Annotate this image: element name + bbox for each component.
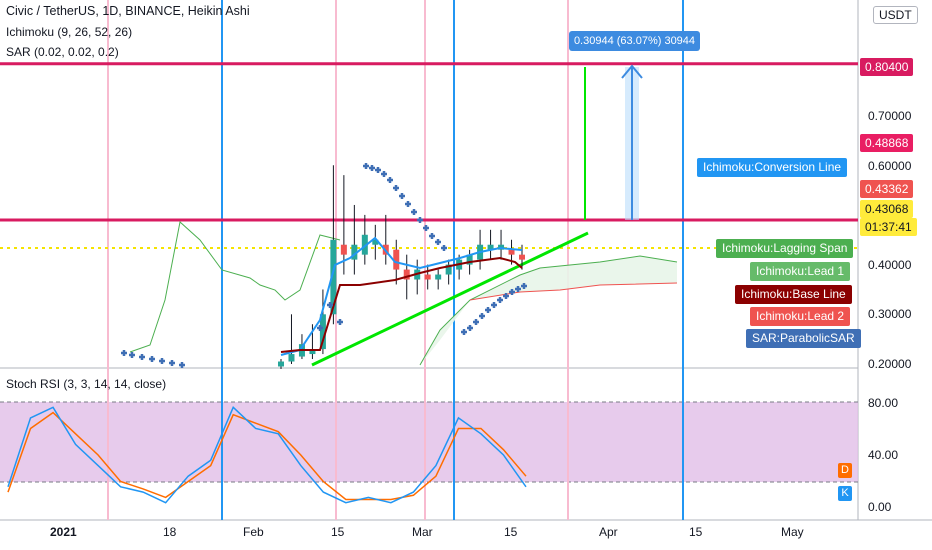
time-label: Feb	[243, 525, 264, 539]
candle-body	[330, 239, 337, 315]
label-conversion-line: Ichimoku:Conversion Line	[697, 158, 848, 177]
time-label: Mar	[412, 525, 433, 539]
ichimoku-base-line	[280, 256, 523, 353]
stoch-rsi-legend: Stoch RSI (3, 3, 14, 14, close)	[6, 377, 167, 391]
label-lead-1: Ichimoku:Lead 1	[750, 262, 851, 281]
time-label: 18	[163, 525, 177, 539]
candle-body	[309, 349, 316, 355]
price-tag-countdown: 01:37:41	[860, 218, 917, 236]
ichimoku-conversion-line	[280, 236, 523, 356]
candle-body	[393, 249, 400, 270]
candle-body	[435, 274, 442, 280]
price-tick: 0.70000	[868, 109, 912, 123]
price-tick: 0.20000	[868, 357, 912, 371]
time-label: May	[781, 525, 804, 539]
candle-body	[372, 239, 379, 245]
candle-body	[361, 234, 368, 255]
rsi-tick: 80.00	[868, 396, 899, 410]
rsi-tick: 0.00	[868, 500, 892, 514]
candle-body	[508, 249, 515, 255]
label-lead-2: Ichimoku:Lead 2	[750, 307, 851, 326]
price-tick: 0.40000	[868, 258, 912, 272]
k-line-tag: K	[838, 486, 852, 501]
time-label: Apr	[599, 525, 618, 539]
candle-body	[278, 361, 284, 367]
d-line-tag: D	[838, 463, 852, 478]
time-label: 15	[331, 525, 345, 539]
candle-body	[340, 244, 347, 255]
candle-body	[319, 314, 326, 350]
label-lagging-span: Ichimoku:Lagging Span	[716, 239, 854, 258]
time-label: 2021	[50, 525, 77, 539]
stoch-rsi-band	[0, 402, 858, 482]
ichimoku-lead-1-line	[419, 255, 678, 366]
time-label: 15	[504, 525, 518, 539]
ichimoku-lagging-span	[129, 221, 341, 353]
candle-body	[466, 254, 473, 265]
price-tick: 0.30000	[868, 307, 912, 321]
measure-label: 0.30944 (63.07%) 30944	[569, 31, 700, 51]
candle-body	[288, 354, 295, 362]
candle-body	[424, 274, 431, 280]
candle-body	[445, 264, 452, 275]
ichimoku-lead-2-line	[469, 282, 678, 301]
stoch-rsi-k-line	[7, 406, 527, 504]
trend-line	[311, 231, 589, 367]
price-tag-last: 0.43068	[860, 200, 914, 218]
sar-legend: SAR (0.02, 0.02, 0.2)	[6, 45, 119, 59]
candle-body	[351, 244, 358, 260]
currency-unit-button[interactable]: USDT	[873, 6, 918, 24]
ichimoku-cloud	[420, 256, 677, 365]
candle-body	[519, 254, 525, 260]
price-tag-conversion: 0.43362	[860, 180, 914, 198]
measure-arrow-head	[621, 64, 643, 79]
symbol-title: Civic / TetherUS, 1D, BINANCE, Heikin As…	[6, 4, 250, 18]
price-tag-top-level: 0.80400	[860, 58, 914, 76]
price-tag-high: 0.48868	[860, 134, 914, 152]
ichimoku-legend: Ichimoku (9, 26, 52, 26)	[6, 25, 133, 39]
candle-body	[487, 244, 494, 250]
time-label: 15	[689, 525, 703, 539]
label-parabolic-sar: SAR:ParabolicSAR	[746, 329, 861, 348]
stoch-rsi-d-line	[7, 411, 527, 501]
candle-body	[403, 269, 410, 280]
price-tick: 0.60000	[868, 159, 912, 173]
rsi-tick: 40.00	[868, 448, 899, 462]
label-base-line: Ichimoku:Base Line	[735, 285, 852, 304]
